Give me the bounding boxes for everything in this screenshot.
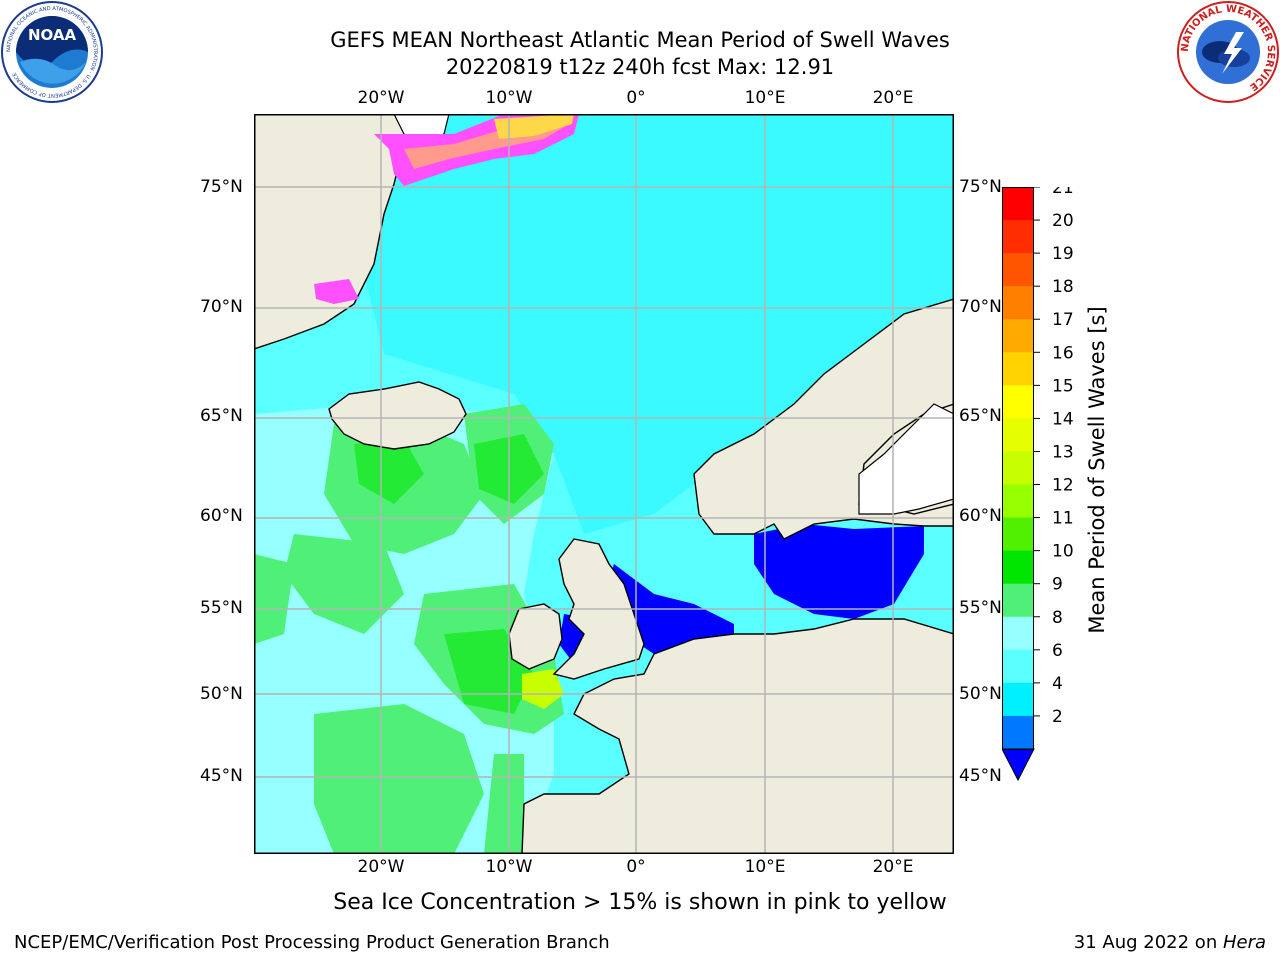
continental-europe-land <box>521 618 954 854</box>
colorbar-tick-label: 9 <box>1052 575 1063 595</box>
lat-label-65n-right: 65°N <box>959 406 1002 426</box>
colorbar-ticks: 21 20 19 18 17 16 15 14 13 12 11 10 9 8 6 4 2 <box>1034 187 1074 727</box>
run-host: Hera <box>1222 932 1266 953</box>
colorbar-tick-label: 10 <box>1052 542 1074 562</box>
colorbar-tick-label: 15 <box>1052 376 1074 396</box>
colorbar-tick-label: 4 <box>1052 674 1063 694</box>
colorbar-segments <box>1002 187 1034 750</box>
swell-zone-4-6s <box>354 114 954 534</box>
colorbar-tick-label: 14 <box>1052 409 1074 429</box>
colorbar-tick-label: 12 <box>1052 476 1074 496</box>
colorbar-tick-label: 2 <box>1052 707 1063 727</box>
lat-label-75n-left: 75°N <box>200 177 243 197</box>
colorbar-segment <box>1002 187 1034 221</box>
colorbar-segment <box>1002 715 1034 750</box>
colorbar-tick-label: 11 <box>1052 509 1074 529</box>
lon-label-20w-bottom: 20°W <box>357 857 405 877</box>
colorbar-segment <box>1002 253 1034 287</box>
lon-label-20w-top: 20°W <box>357 88 405 108</box>
nws-logo: NATIONAL WEATHER SERVICE <box>1177 1 1279 103</box>
run-date: 31 Aug 2022 on Hera <box>1074 932 1266 953</box>
iceland-land <box>328 381 467 450</box>
chart-title: GEFS MEAN Northeast Atlantic Mean Period… <box>330 28 950 52</box>
lon-label-10w-bottom: 10°W <box>485 857 533 877</box>
colorbar-tick-label: 17 <box>1052 310 1074 330</box>
chart-subtitle: 20220819 t12z 240h fcst Max: 12.91 <box>445 55 835 79</box>
gulf-of-bothnia-no-data <box>858 403 954 515</box>
colorbar-tick-label: 13 <box>1052 442 1074 462</box>
colorbar-segment <box>1002 319 1034 353</box>
colorbar-frame <box>1002 187 1034 750</box>
noaa-logo-text: NOAA <box>28 26 77 44</box>
sea-ice-east-greenland <box>314 279 359 304</box>
lat-label-65n-left: 65°N <box>200 406 243 426</box>
lon-label-20e-bottom: 20°E <box>872 857 914 877</box>
lat-label-45n-left: 45°N <box>200 766 243 786</box>
swell-period-map <box>254 114 954 854</box>
lon-label-0-bottom: 0° <box>626 857 646 877</box>
lat-label-55n-left: 55°N <box>200 598 243 618</box>
colorbar-tick-label: 18 <box>1052 277 1074 297</box>
colorbar-tick-label: 21 <box>1052 187 1074 198</box>
lat-label-60n-left: 60°N <box>200 506 243 526</box>
map-grid <box>254 114 954 854</box>
colorbar-tick-label: 20 <box>1052 211 1074 231</box>
lon-label-20e-top: 20°E <box>872 88 914 108</box>
colorbar-segment <box>1002 517 1034 552</box>
colorbar-segment <box>1002 418 1034 452</box>
swell-zone-10-11s <box>354 434 544 714</box>
map-frame <box>254 114 954 854</box>
colorbar-tick-label: 8 <box>1052 608 1063 628</box>
colorbar-tick-label: 16 <box>1052 343 1074 363</box>
colorbar-extend-arrow <box>1002 748 1035 782</box>
colorbar-segment <box>1002 385 1034 419</box>
colorbar-segment <box>1002 220 1034 254</box>
land-masses <box>254 114 954 854</box>
lat-label-50n-right: 50°N <box>959 684 1002 704</box>
lon-label-10e-top: 10°E <box>744 88 786 108</box>
lat-label-45n-right: 45°N <box>959 766 1002 786</box>
run-date-text: 31 Aug 2022 on <box>1073 932 1223 953</box>
colorbar-segment <box>1002 616 1034 651</box>
lat-label-75n-right: 75°N <box>959 177 1002 197</box>
lat-label-70n-right: 70°N <box>959 297 1002 317</box>
sea-ice-yellow <box>494 114 574 139</box>
colorbar-segment <box>1002 352 1034 386</box>
colorbar-segment <box>1002 451 1034 486</box>
colorbar-segment <box>1002 682 1034 717</box>
lon-label-10e-bottom: 10°E <box>744 857 786 877</box>
noaa-logo: NOAA NATIONAL OCEANIC AND ATMOSPHERIC AD… <box>1 1 103 103</box>
lat-label-50n-left: 50°N <box>200 684 243 704</box>
sea-ice-concentration <box>314 114 579 304</box>
colorbar-segment <box>1002 649 1034 684</box>
lat-label-60n-right: 60°N <box>959 506 1002 526</box>
colorbar-tick-label: 19 <box>1052 244 1074 264</box>
lon-label-0-top: 0° <box>626 88 646 108</box>
colorbar-segment <box>1002 550 1034 585</box>
colorbar-segment <box>1002 583 1034 618</box>
colorbar: 21 20 19 18 17 16 15 14 13 12 11 10 9 8 6 4 2 <box>1002 187 1074 782</box>
branch-credit: NCEP/EMC/Verification Post Processing Pr… <box>14 932 610 953</box>
colorbar-tick-label: 6 <box>1052 641 1063 661</box>
swell-zone-12-13s <box>522 669 564 709</box>
lon-label-10w-top: 10°W <box>485 88 533 108</box>
colorbar-segment <box>1002 484 1034 519</box>
colorbar-label: Mean Period of Swell Waves [s] <box>1085 306 1109 634</box>
lat-label-55n-right: 55°N <box>959 598 1002 618</box>
colorbar-segment <box>1002 286 1034 320</box>
lat-label-70n-left: 70°N <box>200 297 243 317</box>
sea-ice-note: Sea Ice Concentration > 15% is shown in … <box>333 890 947 915</box>
ireland-land <box>508 603 563 670</box>
